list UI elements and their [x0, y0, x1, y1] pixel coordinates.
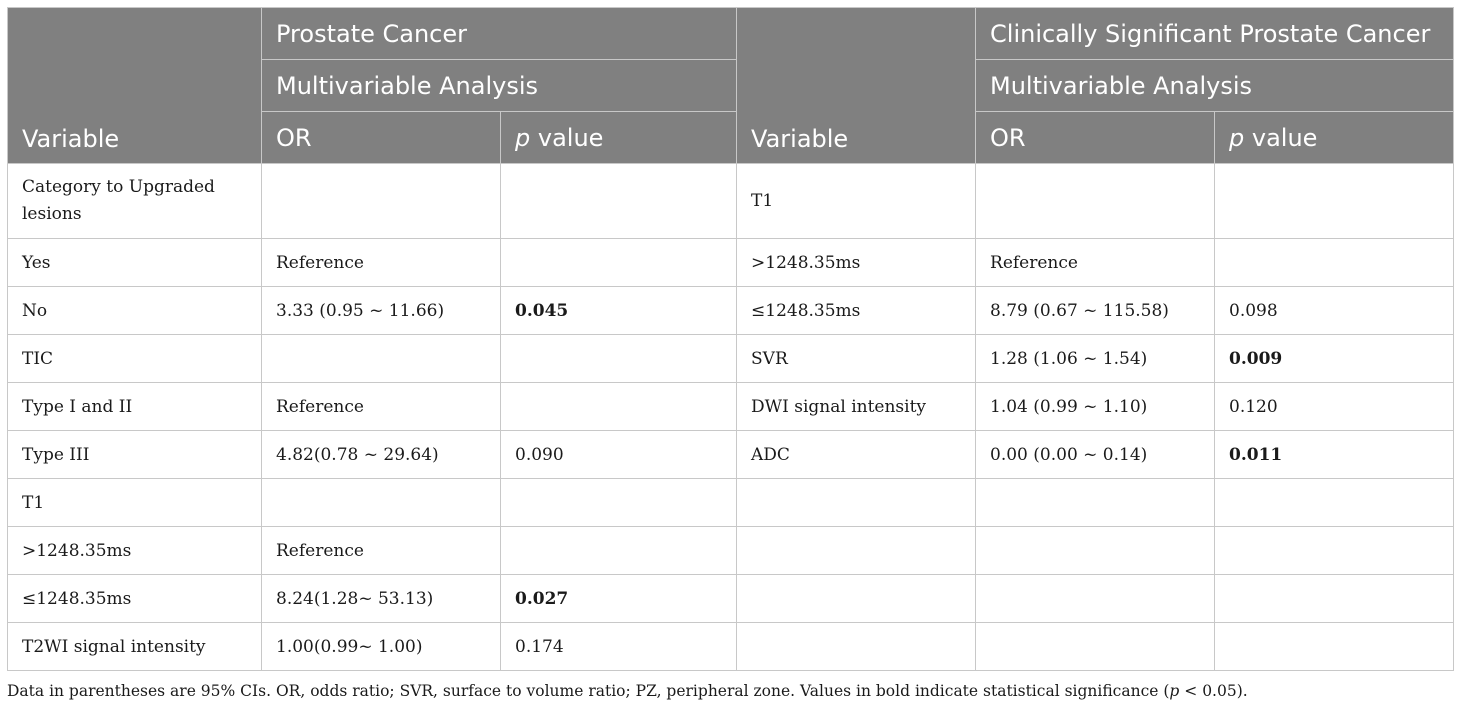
- subheader-multivariable-left: Multivariable Analysis: [260, 59, 738, 112]
- table-cell: 0.011: [1214, 430, 1455, 479]
- table-cell: 0.090: [499, 430, 738, 479]
- table-cell: DWI signal intensity: [736, 382, 977, 431]
- table-row: T2WI signal intensity 1.00(0.99~ 1.00) 0…: [7, 622, 1455, 671]
- group-header-prostate-cancer: Prostate Cancer: [260, 7, 738, 60]
- table-footnote: Data in parentheses are 95% CIs. OR, odd…: [7, 682, 1248, 700]
- table-cell: 1.04 (0.99 ~ 1.10): [975, 382, 1216, 431]
- subheader-multivariable-right: Multivariable Analysis: [975, 59, 1455, 112]
- table-cell: [975, 574, 1216, 623]
- table-cell: Reference: [975, 238, 1216, 287]
- table-cell: [1214, 526, 1455, 575]
- table-cell: [261, 478, 501, 527]
- p-value-label: value: [530, 123, 604, 152]
- table-cell: No: [7, 286, 262, 335]
- p-symbol: p: [515, 123, 531, 152]
- table-cell: >1248.35ms: [7, 526, 262, 575]
- column-header-p-value-right: p value: [1214, 111, 1455, 164]
- table-row: Category to Upgraded lesions T1: [7, 163, 1455, 239]
- table-cell: ≤1248.35ms: [7, 574, 262, 623]
- footnote-text-end: < 0.05).: [1179, 682, 1248, 700]
- p-value-label: value: [1244, 123, 1318, 152]
- table-cell: 1.00(0.99~ 1.00): [261, 622, 501, 671]
- table-cell: [1214, 622, 1455, 671]
- table-cell: [499, 478, 738, 527]
- column-header-or-left: OR: [261, 111, 501, 164]
- multivariable-analysis-table: Variable Prostate Cancer Variable Clinic…: [7, 7, 1455, 671]
- table-cell: ≤1248.35ms: [736, 286, 977, 335]
- table-cell: TIC: [7, 334, 262, 383]
- table-cell: 8.79 (0.67 ~ 115.58): [975, 286, 1216, 335]
- table-cell: 0.120: [1214, 382, 1455, 431]
- column-header-variable-left: Variable: [7, 7, 262, 164]
- table-cell: SVR: [736, 334, 977, 383]
- table-row: T1: [7, 478, 1455, 527]
- table-row: >1248.35ms Reference: [7, 526, 1455, 575]
- table-cell: [1214, 238, 1455, 287]
- footnote-p-symbol: p: [1169, 682, 1180, 700]
- table-cell: Type I and II: [7, 382, 262, 431]
- table-cell: [499, 526, 738, 575]
- table-cell: [1214, 163, 1455, 239]
- table-cell: 4.82(0.78 ~ 29.64): [261, 430, 501, 479]
- table-cell: Category to Upgraded lesions: [7, 163, 262, 239]
- table-cell: T1: [7, 478, 262, 527]
- table-cell: [975, 526, 1216, 575]
- column-header-variable-right: Variable: [736, 7, 977, 164]
- table-cell: 0.00 (0.00 ~ 0.14): [975, 430, 1216, 479]
- table-cell: Type III: [7, 430, 262, 479]
- table-cell: 1.28 (1.06 ~ 1.54): [975, 334, 1216, 383]
- table-cell: [736, 478, 977, 527]
- p-symbol: p: [1229, 123, 1245, 152]
- table-cell: [975, 478, 1216, 527]
- table-cell: [1214, 574, 1455, 623]
- table-cell: [499, 382, 738, 431]
- table-row: TIC SVR 1.28 (1.06 ~ 1.54) 0.009: [7, 334, 1455, 383]
- column-header-or-right: OR: [975, 111, 1216, 164]
- table-cell: [499, 334, 738, 383]
- footnote-text: Data in parentheses are 95% CIs. OR, odd…: [7, 682, 1170, 700]
- table-cell: 0.098: [1214, 286, 1455, 335]
- table-cell: Reference: [261, 238, 501, 287]
- table-row: Yes Reference >1248.35ms Reference: [7, 238, 1455, 287]
- table-cell: 0.027: [499, 574, 738, 623]
- table-cell: [499, 163, 738, 239]
- table-cell: [499, 238, 738, 287]
- table-cell: [261, 334, 501, 383]
- table-cell: [975, 163, 1216, 239]
- table-cell: [736, 622, 977, 671]
- table-row: No 3.33 (0.95 ~ 11.66) 0.045 ≤1248.35ms …: [7, 286, 1455, 335]
- table-cell: >1248.35ms: [736, 238, 977, 287]
- table-cell: [261, 163, 501, 239]
- table-cell: [736, 526, 977, 575]
- table-cell: ADC: [736, 430, 977, 479]
- table-cell: 3.33 (0.95 ~ 11.66): [261, 286, 501, 335]
- results-table-container: Variable Prostate Cancer Variable Clinic…: [7, 7, 1455, 671]
- table-cell: 0.174: [499, 622, 738, 671]
- table-cell: 8.24(1.28~ 53.13): [261, 574, 501, 623]
- table-cell: [1214, 478, 1455, 527]
- table-row: ≤1248.35ms 8.24(1.28~ 53.13) 0.027: [7, 574, 1455, 623]
- table-cell: Yes: [7, 238, 262, 287]
- column-header-p-value-left: p value: [499, 111, 738, 164]
- table-cell: Reference: [261, 526, 501, 575]
- table-row: Type III 4.82(0.78 ~ 29.64) 0.090 ADC 0.…: [7, 430, 1455, 479]
- table-cell: T1: [736, 163, 977, 239]
- table-cell: Reference: [261, 382, 501, 431]
- table-row: Type I and II Reference DWI signal inten…: [7, 382, 1455, 431]
- group-header-clinically-significant: Clinically Significant Prostate Cancer: [975, 7, 1455, 60]
- table-body: Category to Upgraded lesions T1 Yes Refe…: [7, 163, 1455, 671]
- table-cell: 0.045: [499, 286, 738, 335]
- table-cell: [736, 574, 977, 623]
- table-cell: T2WI signal intensity: [7, 622, 262, 671]
- table-cell: [975, 622, 1216, 671]
- table-cell: 0.009: [1214, 334, 1455, 383]
